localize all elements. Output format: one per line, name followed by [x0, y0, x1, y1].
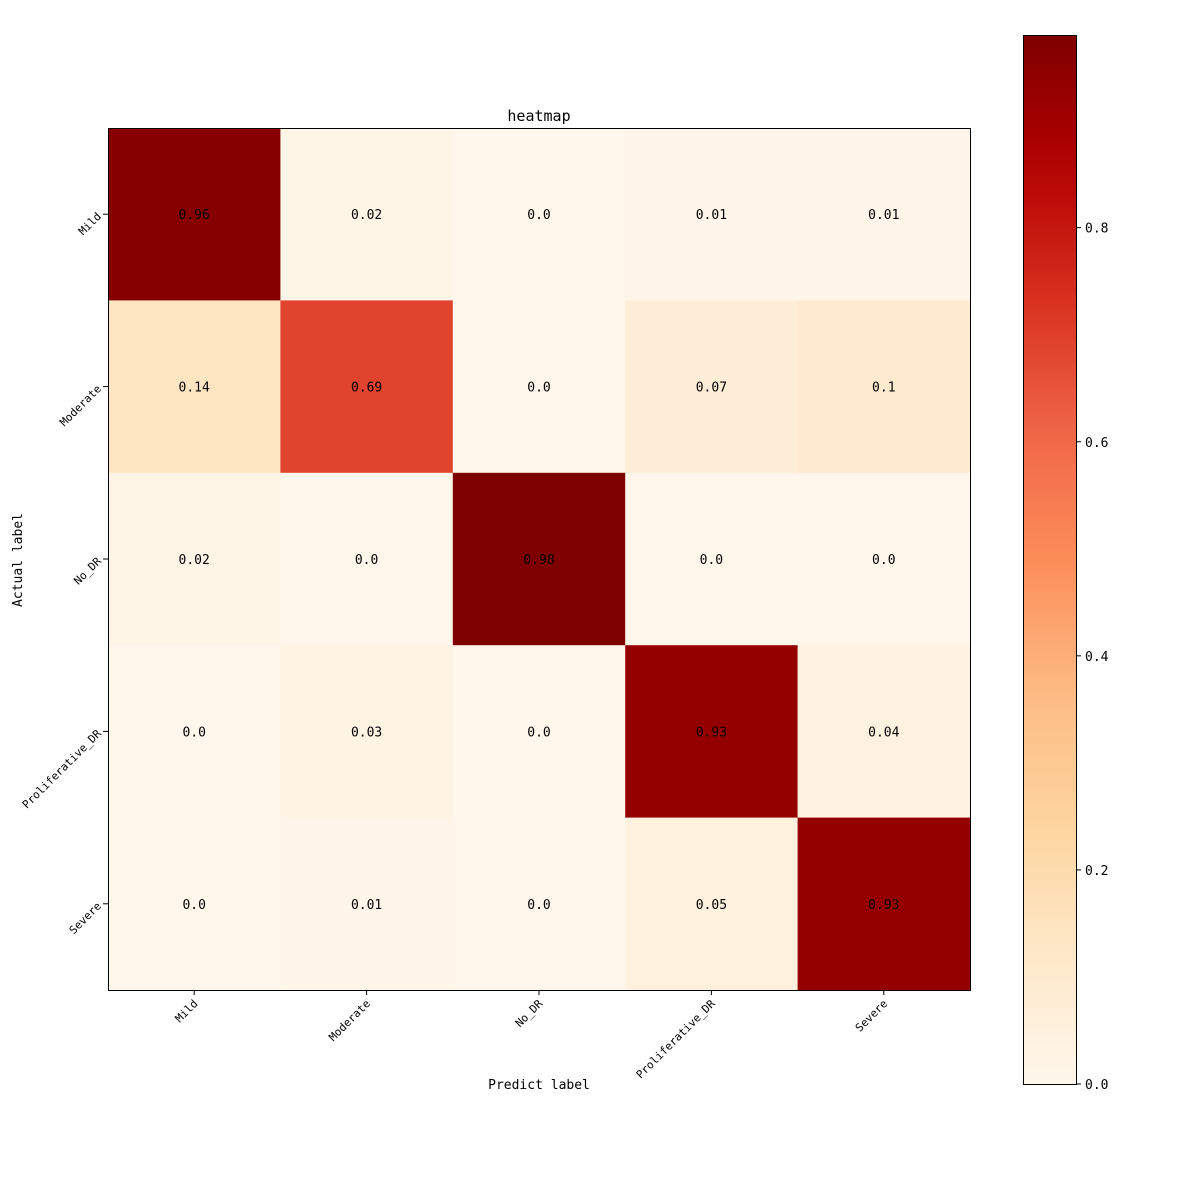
heatmap-cell [797, 472, 971, 646]
y-axis-ticks: Mild Moderate No_DR Proliferative_DR Severe [20, 210, 108, 937]
cell-value-label: 0.0 [872, 553, 895, 568]
colorbar-tick-label: 0.6 [1085, 436, 1108, 451]
colorbar-tick-label: 0.4 [1085, 650, 1109, 665]
cell-value-label: 0.14 [179, 381, 210, 396]
cell-value-label: 0.93 [868, 898, 899, 913]
heatmap-cell [108, 300, 281, 474]
heatmap-cells [108, 128, 971, 991]
heatmap-cell [625, 645, 799, 819]
cell-value-label: 0.07 [696, 381, 727, 396]
cell-value-label: 0.0 [527, 898, 550, 913]
cell-value-label: 0.98 [523, 553, 554, 568]
heatmap-cell [280, 817, 454, 991]
heatmap-cell-labels: 0.96 0.02 0.0 0.01 0.01 0.14 0.69 0.0 0.07 0.1 0.0… [179, 208, 900, 913]
heatmap-cell [797, 817, 971, 991]
cell-value-label: 0.1 [872, 381, 895, 396]
y-axis-title: Actual label [11, 513, 26, 607]
heatmap-cell [452, 817, 626, 991]
heatmap-cell [797, 128, 971, 301]
heatmap-cell [625, 817, 799, 991]
heatmap-cell [625, 472, 799, 646]
heatmap-cell [452, 128, 626, 301]
cell-value-label: 0.0 [527, 381, 550, 396]
cell-value-label: 0.02 [351, 208, 382, 223]
heatmap-cell [452, 645, 626, 819]
heatmap-cell [452, 300, 626, 474]
cell-value-label: 0.0 [700, 553, 723, 568]
cell-value-label: 0.01 [868, 208, 899, 223]
heatmap-cell [797, 300, 971, 474]
cell-value-label: 0.01 [696, 208, 727, 223]
heatmap-cell [797, 645, 971, 819]
cell-value-label: 0.93 [696, 725, 727, 740]
y-tick-label: Mild [76, 210, 104, 238]
heatmap-cell [108, 817, 281, 991]
cell-value-label: 0.0 [182, 898, 205, 913]
x-tick-label: Moderate [326, 997, 373, 1044]
heatmap-cell [280, 472, 454, 646]
cell-value-label: 0.69 [351, 381, 382, 396]
x-tick-label: Mild [173, 997, 201, 1025]
colorbar-frame [1023, 35, 1077, 1085]
heatmap-cell [280, 300, 454, 474]
y-tick-label: Proliferative_DR [20, 727, 104, 811]
y-tick-label: Severe [67, 900, 104, 937]
heatmap-cell [625, 128, 799, 301]
colorbar [1023, 35, 1076, 1084]
x-axis-ticks: Mild Moderate No_DR Proliferative_DR Severe [173, 990, 890, 1081]
heatmap-cell [280, 645, 454, 819]
cell-value-label: 0.0 [527, 725, 550, 740]
x-tick-label: Proliferative_DR [634, 997, 718, 1081]
x-tick-label: No_DR [513, 997, 546, 1030]
cell-value-label: 0.02 [179, 553, 210, 568]
heatmap-cell [625, 300, 799, 474]
cell-value-label: 0.0 [182, 725, 205, 740]
x-axis-title: Predict label [488, 1078, 590, 1093]
colorbar-tick-label: 0.0 [1085, 1078, 1108, 1093]
heatmap-cell [108, 472, 281, 646]
heatmap-cell [108, 645, 281, 819]
heatmap-cell [452, 472, 626, 646]
y-tick-label: No_DR [71, 554, 104, 587]
colorbar-tick-label: 0.2 [1085, 864, 1108, 879]
cell-value-label: 0.0 [527, 208, 550, 223]
cell-value-label: 0.01 [351, 898, 382, 913]
heatmap-cell [280, 128, 454, 301]
colorbar-ticks: 0.0 0.2 0.4 0.6 0.8 [1076, 222, 1109, 1093]
x-tick-label: Severe [853, 997, 890, 1034]
y-tick-label: Moderate [57, 382, 104, 429]
cell-value-label: 0.04 [868, 725, 899, 740]
cell-value-label: 0.96 [179, 208, 210, 223]
chart-title: heatmap [507, 107, 570, 125]
cell-value-label: 0.0 [355, 553, 378, 568]
heatmap-cell [108, 128, 281, 301]
cell-value-label: 0.05 [696, 898, 727, 913]
colorbar-tick-label: 0.8 [1085, 222, 1108, 237]
cell-value-label: 0.03 [351, 725, 382, 740]
